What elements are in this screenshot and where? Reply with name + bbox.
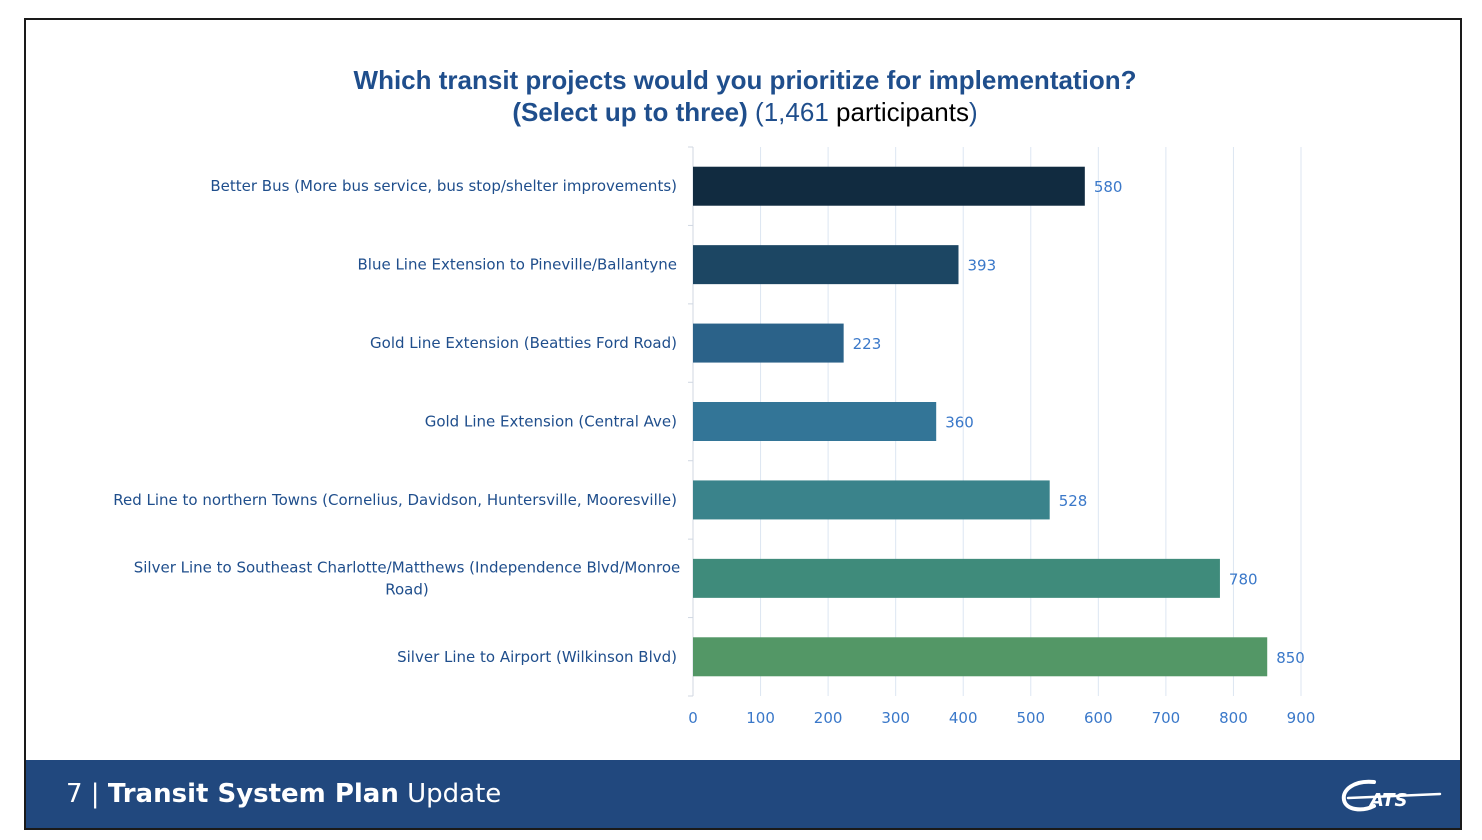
bar: [693, 245, 959, 285]
category-label: Blue Line Extension to Pineville/Ballant…: [357, 256, 677, 274]
title-line-1: Which transit projects would you priorit…: [353, 65, 1137, 95]
bar: [693, 480, 1050, 520]
category-label: Silver Line to Airport (Wilkinson Blvd): [397, 648, 677, 666]
category-labels: Better Bus (More bus service, bus stop/s…: [113, 177, 680, 666]
footer-bar: 7 | Transit System Plan Update ATS: [26, 760, 1460, 828]
title-paren-open: (: [755, 97, 764, 127]
bar: [693, 402, 937, 441]
x-tick-label: 900: [1287, 709, 1316, 727]
bar: [693, 637, 1268, 677]
data-label: 580: [1094, 178, 1123, 196]
title-line-2: (Select up to three) (1,461 participants…: [26, 96, 1460, 128]
bar: [693, 166, 1085, 206]
x-tick-label: 500: [1016, 709, 1045, 727]
svg-text:ATS: ATS: [1368, 790, 1407, 811]
category-label: Gold Line Extension (Beatties Ford Road): [370, 334, 677, 352]
x-tick-label: 0: [688, 709, 698, 727]
x-tick-label: 300: [881, 709, 910, 727]
x-tick-label: 100: [746, 709, 775, 727]
footer-title-regular: Update: [398, 779, 502, 809]
data-label: 780: [1229, 570, 1258, 588]
x-tick-label: 200: [814, 709, 843, 727]
title-paren-close: ): [968, 97, 978, 127]
x-tick-labels: 0 100 200 300 400 500 600 700 800 900: [688, 709, 1315, 727]
data-label: 223: [853, 335, 882, 353]
x-tick-label: 700: [1152, 709, 1181, 727]
x-tick-label: 400: [949, 709, 978, 727]
data-label: 528: [1059, 492, 1088, 510]
data-label: 850: [1276, 649, 1305, 667]
title-select-note: (Select up to three): [512, 97, 748, 127]
participants-word: participants: [828, 97, 969, 127]
bar-chart: Better Bus (More bus service, bus stop/s…: [113, 146, 1315, 727]
x-tick-label: 600: [1084, 709, 1113, 727]
data-labels: 580 393 223 360 528 780 850: [853, 178, 1305, 667]
category-axis: [688, 146, 694, 697]
bar: [693, 558, 1220, 598]
chart-title: Which transit projects would you priorit…: [26, 64, 1460, 128]
data-label: 360: [945, 414, 974, 432]
bar: [693, 323, 844, 363]
data-label: 393: [967, 257, 996, 275]
category-label: Red Line to northern Towns (Cornelius, D…: [113, 491, 677, 509]
x-tick-label: 800: [1219, 709, 1248, 727]
footer-title-bold: Transit System Plan: [107, 779, 399, 809]
footer-title: 7 | Transit System Plan Update: [66, 778, 501, 810]
category-label: Better Bus (More bus service, bus stop/s…: [210, 177, 677, 195]
page-number: 7: [66, 779, 83, 809]
category-label: Silver Line to Southeast Charlotte/Matth…: [134, 558, 681, 598]
slide: Which transit projects would you priorit…: [24, 18, 1462, 830]
category-label: Gold Line Extension (Central Ave): [425, 413, 677, 431]
bars: [693, 166, 1268, 677]
footer-separator: |: [82, 779, 108, 809]
cats-logo-icon: ATS: [1341, 779, 1442, 812]
participant-count: 1,461: [763, 97, 829, 127]
